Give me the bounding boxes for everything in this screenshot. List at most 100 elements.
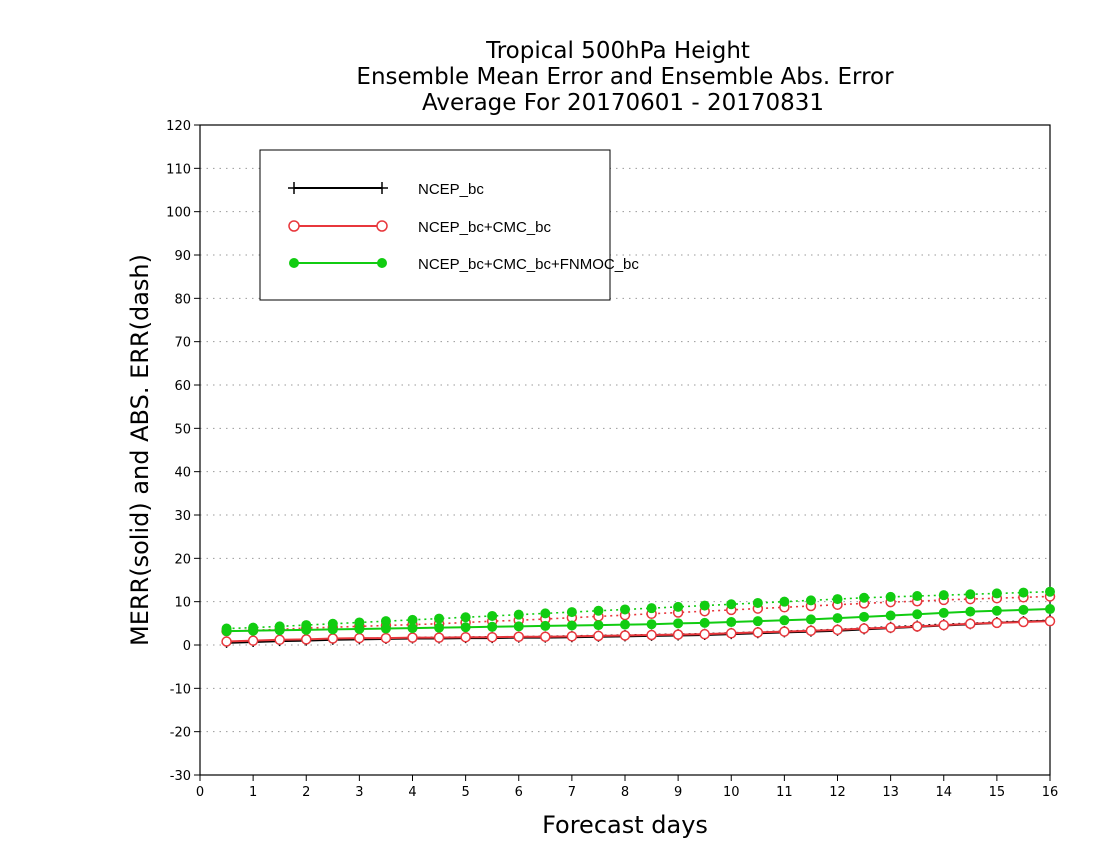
data-point-ncep-bc-cmc-bc-fnmoc-bc-merr xyxy=(566,620,577,631)
data-point-ncep-bc-cmc-bc-merr xyxy=(699,628,710,640)
data-point-ncep-bc-cmc-bc-fnmoc-bc-merr xyxy=(885,610,896,621)
x-axis: 0 1 2 3 4 5 6 7 8 9 10 11 12 13 14 15 16 xyxy=(196,775,1058,800)
y-tick-label: 120 xyxy=(166,119,191,134)
data-point-ncep-bc-cmc-bc-merr xyxy=(460,631,471,643)
data-point-ncep-bc-cmc-bc-merr xyxy=(247,635,259,646)
x-tick-label: 1 xyxy=(249,785,257,800)
data-point-ncep-bc-cmc-bc-fnmoc-bc-merr xyxy=(301,624,312,635)
data-point-ncep-bc-cmc-bc-merr xyxy=(221,636,232,647)
data-point-ncep-bc-cmc-bc-merr xyxy=(274,634,285,646)
data-point-ncep-bc-cmc-bc-fnmoc-bc-merr xyxy=(859,611,870,622)
data-point-ncep-bc-cmc-bc-fnmoc-bc-abs-err xyxy=(1018,587,1029,598)
y-tick-label: 60 xyxy=(174,379,191,394)
legend-label-ncep-cmc: NCEP_bc+CMC_bc xyxy=(418,219,551,236)
y-tick-label: 10 xyxy=(174,596,191,611)
x-tick-label: 3 xyxy=(355,785,363,800)
data-point-ncep-bc-cmc-bc-merr xyxy=(433,632,445,643)
data-point-ncep-bc-cmc-bc-fnmoc-bc-merr xyxy=(407,623,418,634)
x-tick-label: 6 xyxy=(515,785,523,800)
x-tick-label: 10 xyxy=(723,785,740,800)
data-point-ncep-bc-cmc-bc-fnmoc-bc-merr xyxy=(752,616,763,627)
chart-title-line-3: Average For 20170601 - 20170831 xyxy=(422,90,824,116)
x-tick-label: 9 xyxy=(674,785,682,800)
y-tick-label: 90 xyxy=(174,249,191,264)
x-axis-label: Forecast days xyxy=(542,811,708,839)
data-point-ncep-bc-cmc-bc-merr xyxy=(858,623,870,634)
y-tick-label: 100 xyxy=(166,206,191,221)
data-point-ncep-bc-cmc-bc-fnmoc-bc-abs-err xyxy=(487,610,498,621)
series-layer xyxy=(221,586,1056,648)
data-point-ncep-bc-cmc-bc-fnmoc-bc-abs-err xyxy=(779,596,790,607)
series-line-ncep-bc-cmc-bc-fnmoc-bc-abs-err xyxy=(226,590,1051,630)
data-point-ncep-bc-cmc-bc-fnmoc-bc-merr xyxy=(699,617,710,628)
data-point-ncep-bc-cmc-bc-fnmoc-bc-merr xyxy=(513,621,524,632)
chart-title-line-1: Tropical 500hPa Height xyxy=(485,38,750,64)
data-point-ncep-bc-cmc-bc-merr xyxy=(938,619,949,631)
data-point-ncep-bc-cmc-bc-merr xyxy=(540,631,551,643)
data-point-ncep-bc-cmc-bc-merr xyxy=(566,631,578,642)
data-point-ncep-bc-cmc-bc-fnmoc-bc-abs-err xyxy=(938,590,949,601)
x-tick-label: 16 xyxy=(1042,785,1059,800)
data-point-ncep-bc-cmc-bc-fnmoc-bc-merr xyxy=(540,620,551,631)
data-point-ncep-bc-cmc-bc-fnmoc-bc-merr xyxy=(673,618,684,629)
data-point-ncep-bc-cmc-bc-fnmoc-bc-abs-err xyxy=(885,591,896,602)
legend-marker-filled-circle-2 xyxy=(377,258,387,268)
y-tick-label: -10 xyxy=(170,682,191,697)
data-point-ncep-bc-cmc-bc-merr xyxy=(911,621,923,632)
y-axis: -30 -20 -10 0 10 20 30 40 50 60 70 80 90 100 110 120 xyxy=(166,119,200,784)
legend-marker-open-circle-1 xyxy=(288,220,300,232)
data-point-ncep-bc-cmc-bc-merr xyxy=(832,624,843,636)
data-point-ncep-bc-cmc-bc-fnmoc-bc-abs-err xyxy=(991,588,1002,599)
data-point-ncep-bc-cmc-bc-fnmoc-bc-abs-err xyxy=(513,609,524,620)
y-tick-label: 30 xyxy=(174,509,191,524)
data-point-ncep-bc-cmc-bc-fnmoc-bc-abs-err xyxy=(673,601,684,612)
data-point-ncep-bc-cmc-bc-merr xyxy=(726,628,737,639)
data-point-ncep-bc-cmc-bc-fnmoc-bc-merr xyxy=(460,622,471,633)
data-point-ncep-bc-cmc-bc-fnmoc-bc-abs-err xyxy=(434,613,445,624)
y-tick-label: 70 xyxy=(174,336,191,351)
legend-marker-plus-1 xyxy=(288,182,300,194)
data-point-ncep-bc-cmc-bc-fnmoc-bc-merr xyxy=(221,626,232,637)
y-axis-label: MERR(solid) and ABS. ERR(dash) xyxy=(126,254,154,646)
data-point-ncep-bc-cmc-bc-fnmoc-bc-abs-err xyxy=(646,603,657,614)
y-tick-label: 50 xyxy=(174,422,191,437)
y-tick-label: -30 xyxy=(170,769,191,784)
data-point-ncep-bc-cmc-bc-fnmoc-bc-abs-err xyxy=(593,605,604,616)
data-point-ncep-bc-cmc-bc-fnmoc-bc-merr xyxy=(327,624,338,635)
data-point-ncep-bc-cmc-bc-merr xyxy=(380,632,392,644)
legend-marker-filled-circle-1 xyxy=(289,258,299,268)
data-point-ncep-bc-cmc-bc-fnmoc-bc-abs-err xyxy=(1045,586,1055,597)
data-point-ncep-bc-cmc-bc-merr xyxy=(779,626,790,637)
data-point-ncep-bc-cmc-bc-merr xyxy=(965,618,976,630)
data-point-ncep-bc-cmc-bc-merr xyxy=(301,634,312,645)
data-point-ncep-bc-cmc-bc-merr xyxy=(513,631,524,643)
data-point-ncep-bc-cmc-bc-fnmoc-bc-merr xyxy=(912,609,923,620)
x-tick-label: 11 xyxy=(776,785,793,800)
data-point-ncep-bc-cmc-bc-merr xyxy=(646,629,657,641)
data-point-ncep-bc-cmc-bc-fnmoc-bc-abs-err xyxy=(805,595,816,606)
data-point-ncep-bc-cmc-bc-fnmoc-bc-merr xyxy=(805,614,816,625)
data-point-ncep-bc-cmc-bc-fnmoc-bc-merr xyxy=(434,622,445,633)
data-point-ncep-bc-cmc-bc-merr xyxy=(752,627,764,638)
data-point-ncep-bc-cmc-bc-fnmoc-bc-abs-err xyxy=(912,591,923,602)
data-point-ncep-bc-cmc-bc-fnmoc-bc-merr xyxy=(248,625,259,636)
data-point-ncep-bc-cmc-bc-fnmoc-bc-merr xyxy=(487,621,498,632)
data-point-ncep-bc-cmc-bc-fnmoc-bc-abs-err xyxy=(460,612,471,623)
data-point-ncep-bc-cmc-bc-fnmoc-bc-abs-err xyxy=(540,608,551,619)
x-tick-label: 8 xyxy=(621,785,629,800)
data-point-ncep-bc-cmc-bc-fnmoc-bc-merr xyxy=(938,607,949,618)
y-tick-label: 80 xyxy=(174,292,191,307)
data-point-ncep-bc-cmc-bc-merr xyxy=(407,632,418,643)
legend: NCEP_bc NCEP_bc+CMC_bc NCEP_bc+CMC_bc+FN… xyxy=(259,149,639,301)
x-tick-label: 2 xyxy=(302,785,310,800)
x-tick-label: 7 xyxy=(568,785,576,800)
x-tick-label: 12 xyxy=(829,785,846,800)
data-point-ncep-bc-cmc-bc-fnmoc-bc-abs-err xyxy=(965,589,976,600)
data-point-ncep-bc-cmc-bc-fnmoc-bc-abs-err xyxy=(726,599,737,610)
data-point-ncep-bc-cmc-bc-fnmoc-bc-abs-err xyxy=(620,604,630,615)
data-point-ncep-bc-cmc-bc-merr xyxy=(991,617,1003,629)
data-point-ncep-bc-cmc-bc-fnmoc-bc-abs-err xyxy=(380,616,391,627)
data-point-ncep-bc-cmc-bc-fnmoc-bc-merr xyxy=(274,625,285,636)
data-point-ncep-bc-cmc-bc-fnmoc-bc-merr xyxy=(1018,604,1029,615)
